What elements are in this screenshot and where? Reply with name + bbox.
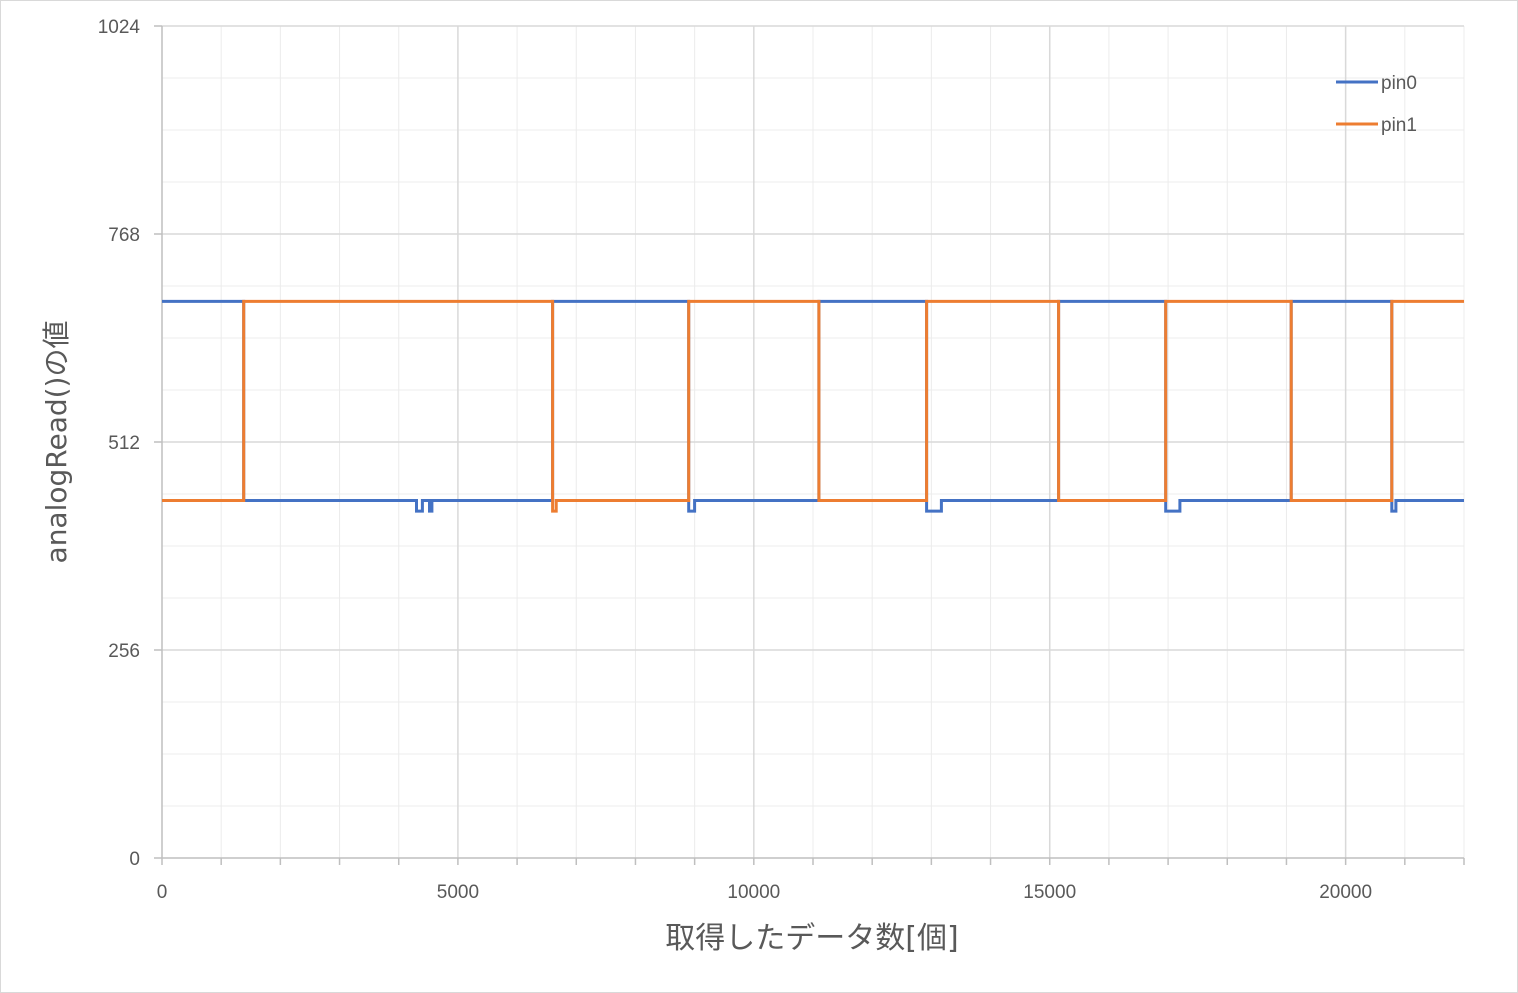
- legend-label-pin1: pin1: [1381, 115, 1417, 136]
- legend-label-pin0: pin0: [1381, 73, 1417, 94]
- y-tick-label: 0: [129, 849, 140, 870]
- axis-layer: [154, 25, 1465, 865]
- series-line-pin1: [162, 299, 1464, 513]
- series-layer: [162, 299, 1464, 513]
- y-tick-label: 768: [108, 225, 140, 246]
- x-tick-label: 15000: [1023, 882, 1076, 903]
- y-tick-label: 1024: [98, 17, 141, 38]
- y-tick-label: 256: [108, 641, 140, 662]
- x-tick-label: 0: [157, 882, 168, 903]
- tick-label-layer: 0 5000 10000 15000 20000 0 256 512 768 1024: [98, 17, 1372, 903]
- legend: pin0 pin1: [1336, 73, 1417, 136]
- y-tick-label: 512: [108, 433, 140, 454]
- x-axis-title: 取得したデータ数[個]: [665, 921, 958, 956]
- x-tick-label: 5000: [437, 882, 479, 903]
- grid-layer: [162, 25, 1465, 858]
- x-tick-label: 10000: [727, 882, 780, 903]
- x-tick-label: 20000: [1319, 882, 1372, 903]
- y-axis-title: analogRead()の値: [40, 321, 73, 564]
